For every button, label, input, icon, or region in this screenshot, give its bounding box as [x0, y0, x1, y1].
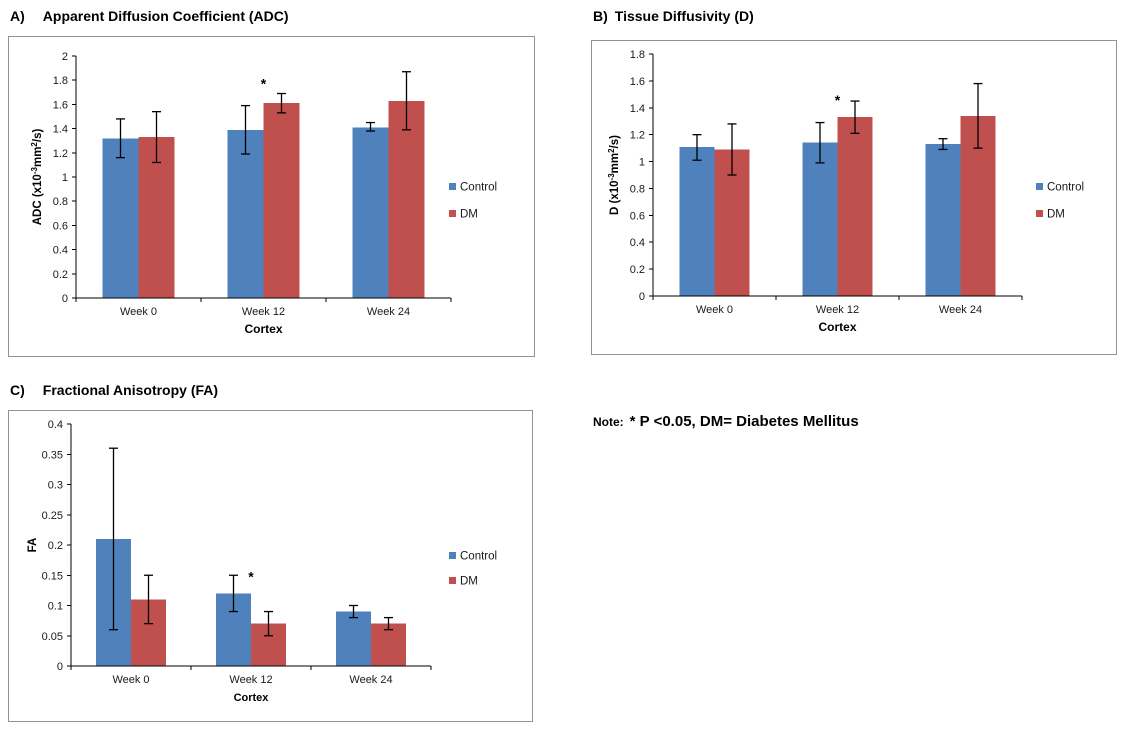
svg-text:0.2: 0.2: [48, 540, 63, 552]
svg-text:1: 1: [639, 157, 645, 169]
note-prefix: Note:: [593, 415, 624, 429]
panel-a-label: A): [10, 8, 25, 24]
svg-text:Cortex: Cortex: [234, 692, 270, 704]
svg-text:2: 2: [62, 51, 68, 63]
svg-text:D (x10-3mm2/s): D (x10-3mm2/s): [607, 135, 621, 215]
adc-chart-panel: 0 0.2 0.4 0.6 0.8 1 1.2 1.4 1.6 1.8 2 Week 0 Week 12…: [8, 36, 535, 357]
svg-text:DM: DM: [1047, 209, 1065, 221]
fa-bar-chart: 0 0.05 0.1 0.15 0.2 0.25 0.3 0.35 0.4 Week 0 Week …: [27, 419, 497, 704]
svg-text:0.4: 0.4: [48, 419, 63, 431]
svg-text:DM: DM: [460, 576, 478, 588]
svg-text:0.4: 0.4: [630, 237, 645, 249]
svg-text:ADC (x10-3mm2/s): ADC (x10-3mm2/s): [30, 129, 44, 226]
svg-text:0.6: 0.6: [53, 220, 68, 232]
svg-text:Week 24: Week 24: [349, 674, 392, 686]
svg-text:0.35: 0.35: [42, 449, 63, 461]
svg-text:*: *: [248, 568, 254, 584]
svg-text:Cortex: Cortex: [818, 320, 856, 334]
svg-text:0: 0: [639, 291, 645, 303]
svg-text:Week 0: Week 0: [112, 674, 149, 686]
svg-text:0.1: 0.1: [48, 601, 63, 613]
svg-text:0.8: 0.8: [53, 196, 68, 208]
svg-text:*: *: [261, 76, 267, 92]
svg-text:DM: DM: [460, 209, 478, 221]
svg-text:Cortex: Cortex: [244, 322, 282, 336]
panel-b-heading: Tissue Diffusivity (D): [614, 8, 754, 24]
svg-text:1.2: 1.2: [630, 130, 645, 142]
svg-text:1.6: 1.6: [53, 99, 68, 111]
svg-text:1: 1: [62, 172, 68, 184]
svg-text:0.8: 0.8: [630, 183, 645, 195]
panel-c-heading: Fractional Anisotropy (FA): [42, 382, 219, 398]
svg-text:0.3: 0.3: [48, 480, 63, 492]
svg-text:1.4: 1.4: [53, 124, 68, 136]
svg-text:Week 12: Week 12: [229, 674, 272, 686]
svg-text:1.8: 1.8: [630, 49, 645, 61]
panel-a-title: A) Apparent Diffusion Coefficient (ADC): [10, 8, 289, 24]
svg-text:0.15: 0.15: [42, 570, 63, 582]
svg-text:0.2: 0.2: [630, 264, 645, 276]
fa-chart-panel: 0 0.05 0.1 0.15 0.2 0.25 0.3 0.35 0.4 Week 0 Week …: [8, 410, 533, 722]
svg-text:1.2: 1.2: [53, 148, 68, 160]
svg-text:0.25: 0.25: [42, 510, 63, 522]
svg-text:Week 24: Week 24: [367, 306, 410, 318]
panel-c-title: C) Fractional Anisotropy (FA): [10, 382, 218, 398]
svg-text:FA: FA: [27, 538, 39, 553]
figure-note: Note: * P <0.05, DM= Diabetes Mellitus: [593, 413, 859, 431]
svg-text:0.05: 0.05: [42, 631, 63, 643]
svg-text:Week 0: Week 0: [696, 304, 733, 316]
diffusivity-chart-panel: 0 0.2 0.4 0.6 0.8 1 1.2 1.4 1.6 1.8 Week 0 Week 12 W…: [591, 40, 1117, 355]
svg-text:Control: Control: [460, 182, 497, 194]
svg-text:1.4: 1.4: [630, 103, 645, 115]
svg-text:0.6: 0.6: [630, 210, 645, 222]
svg-text:1.8: 1.8: [53, 75, 68, 87]
panel-c-label: C): [10, 382, 25, 398]
diffusivity-bar-chart: 0 0.2 0.4 0.6 0.8 1 1.2 1.4 1.6 1.8 Week 0 Week 12 W…: [607, 49, 1084, 334]
svg-text:*: *: [835, 92, 841, 108]
svg-text:Control: Control: [1047, 182, 1084, 194]
svg-text:Week 12: Week 12: [242, 306, 285, 318]
svg-text:1.6: 1.6: [630, 76, 645, 88]
svg-text:0: 0: [62, 293, 68, 305]
note-text: * P <0.05, DM= Diabetes Mellitus: [629, 413, 859, 430]
panel-b-title: B) Tissue Diffusivity (D): [593, 8, 754, 24]
svg-text:Week 12: Week 12: [816, 304, 859, 316]
svg-text:Week 24: Week 24: [939, 304, 982, 316]
adc-bar-chart: 0 0.2 0.4 0.6 0.8 1 1.2 1.4 1.6 1.8 2 Week 0 Week 12…: [30, 51, 497, 336]
panel-a-heading: Apparent Diffusion Coefficient (ADC): [42, 8, 289, 24]
panel-b-label: B): [593, 8, 608, 24]
svg-text:Control: Control: [460, 551, 497, 563]
svg-text:0: 0: [57, 661, 63, 673]
svg-text:Week 0: Week 0: [120, 306, 157, 318]
svg-text:0.4: 0.4: [53, 245, 68, 257]
svg-text:0.2: 0.2: [53, 269, 68, 281]
